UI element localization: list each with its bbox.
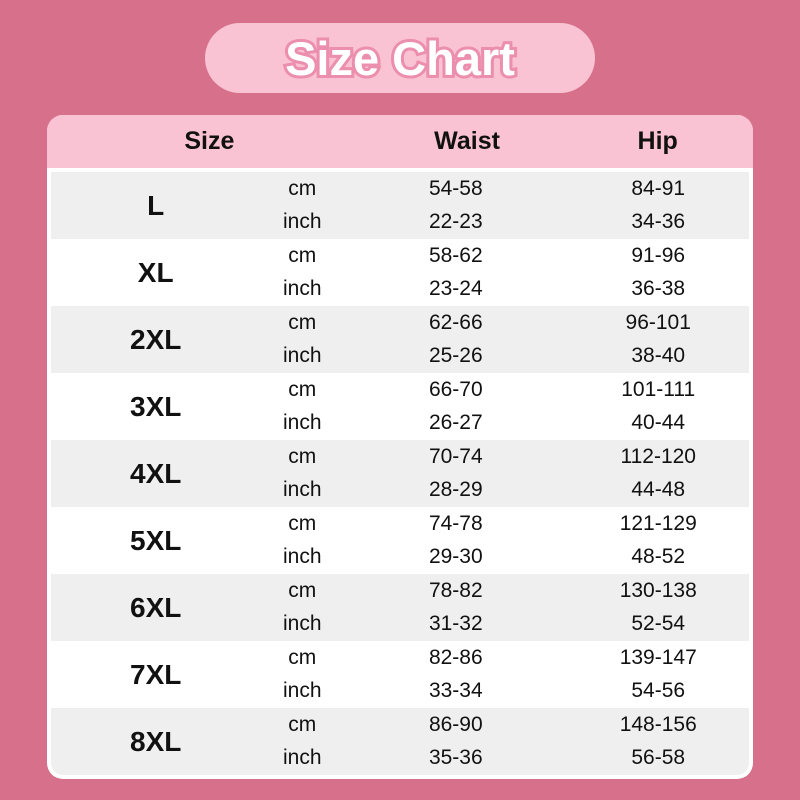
- unit-label-cm: cm: [288, 377, 317, 401]
- unit-label-inch: inch: [283, 210, 322, 234]
- unit-label-inch: inch: [283, 411, 322, 435]
- hip-inch-value: 44-48: [631, 478, 686, 502]
- size-label: 6XL: [130, 591, 182, 623]
- unit-label-cm: cm: [288, 176, 317, 200]
- unit-label-cm: cm: [288, 511, 317, 535]
- hip-cm-value: 96-101: [625, 310, 691, 334]
- waist-inch-value: 35-36: [428, 746, 483, 770]
- waist-inch-value: 33-34: [428, 679, 483, 703]
- table-body: L cm 54-58 84-91 inch 22-23 34-36 XL cm …: [47, 168, 753, 779]
- hip-cm-value: 130-138: [619, 578, 697, 602]
- size-label: 3XL: [130, 390, 182, 422]
- unit-label-inch: inch: [283, 612, 322, 636]
- unit-label-inch: inch: [283, 478, 322, 502]
- waist-inch-value: 23-24: [428, 277, 483, 301]
- unit-label-inch: inch: [283, 545, 322, 569]
- column-header-hip: Hip: [637, 127, 678, 155]
- page-title-outline: Size Chart: [282, 31, 518, 85]
- table-row-group-2xl: 2XL cm 62-66 96-101 inch 25-26 38-40: [51, 306, 749, 373]
- unit-label-cm: cm: [288, 310, 317, 334]
- table-row-group-l: L cm 54-58 84-91 inch 22-23 34-36: [51, 172, 749, 239]
- unit-label-inch: inch: [283, 344, 322, 368]
- page-title: Size Chart Size Chart: [282, 31, 518, 85]
- table-row-group-7xl: 7XL cm 82-86 139-147 inch 33-34 54-56: [51, 641, 749, 708]
- page-title-text: Size Chart: [285, 31, 515, 85]
- unit-label-cm: cm: [288, 243, 317, 267]
- hip-inch-value: 40-44: [631, 411, 686, 435]
- table-header-row: Size Waist Hip: [47, 115, 753, 168]
- hip-inch-value: 48-52: [631, 545, 686, 569]
- column-header-size: Size: [184, 127, 235, 155]
- hip-cm-value: 112-120: [620, 444, 696, 468]
- hip-cm-value: 148-156: [619, 712, 697, 736]
- hip-inch-value: 36-38: [631, 277, 686, 301]
- size-label: XL: [137, 256, 174, 288]
- table-row-group-6xl: 6XL cm 78-82 130-138 inch 31-32 52-54: [51, 574, 749, 641]
- hip-cm-value: 139-147: [619, 645, 697, 669]
- hip-inch-value: 38-40: [631, 344, 686, 368]
- table-row-group-4xl: 4XL cm 70-74 112-120 inch 28-29 44-48: [51, 440, 749, 507]
- waist-cm-value: 86-90: [428, 712, 483, 736]
- hip-cm-value: 101-111: [621, 377, 696, 401]
- table-row-group-8xl: 8XL cm 86-90 148-156 inch 35-36 56-58: [51, 708, 749, 775]
- waist-cm-value: 82-86: [428, 645, 483, 669]
- hip-cm-value: 121-129: [619, 511, 697, 535]
- waist-inch-value: 22-23: [428, 210, 483, 234]
- size-label: 7XL: [130, 658, 182, 690]
- unit-label-inch: inch: [283, 277, 322, 301]
- waist-inch-value: 29-30: [428, 545, 483, 569]
- waist-cm-value: 74-78: [428, 511, 483, 535]
- unit-label-inch: inch: [283, 679, 322, 703]
- waist-inch-value: 26-27: [428, 411, 483, 435]
- unit-label-cm: cm: [288, 444, 317, 468]
- unit-label-cm: cm: [288, 645, 317, 669]
- table-row-group-xl: XL cm 58-62 91-96 inch 23-24 36-38: [51, 239, 749, 306]
- waist-cm-value: 54-58: [428, 176, 483, 200]
- hip-cm-value: 84-91: [631, 176, 686, 200]
- hip-inch-value: 34-36: [631, 210, 686, 234]
- waist-cm-value: 62-66: [428, 310, 483, 334]
- column-header-waist: Waist: [434, 127, 500, 155]
- size-label: 4XL: [130, 457, 182, 489]
- size-label: 5XL: [130, 524, 182, 556]
- waist-inch-value: 31-32: [428, 612, 483, 636]
- waist-cm-value: 70-74: [428, 444, 483, 468]
- size-label: 2XL: [130, 323, 182, 355]
- unit-label-inch: inch: [283, 746, 322, 770]
- waist-cm-value: 58-62: [428, 243, 483, 267]
- waist-inch-value: 28-29: [428, 478, 483, 502]
- hip-inch-value: 52-54: [631, 612, 686, 636]
- unit-label-cm: cm: [288, 578, 317, 602]
- waist-inch-value: 25-26: [428, 344, 483, 368]
- size-table: Size Waist Hip L cm 54-58 84-91 inch 22-…: [47, 115, 753, 779]
- table-row-group-5xl: 5XL cm 74-78 121-129 inch 29-30 48-52: [51, 507, 749, 574]
- size-label: 8XL: [130, 725, 182, 757]
- hip-inch-value: 56-58: [631, 746, 686, 770]
- size-label: L: [147, 189, 165, 221]
- waist-cm-value: 66-70: [428, 377, 483, 401]
- hip-inch-value: 54-56: [631, 679, 686, 703]
- waist-cm-value: 78-82: [428, 578, 483, 602]
- hip-cm-value: 91-96: [631, 243, 686, 267]
- size-chart-banner: Size Chart Size Chart: [205, 23, 595, 93]
- unit-label-cm: cm: [288, 712, 317, 736]
- table-row-group-3xl: 3XL cm 66-70 101-111 inch 26-27 40-44: [51, 373, 749, 440]
